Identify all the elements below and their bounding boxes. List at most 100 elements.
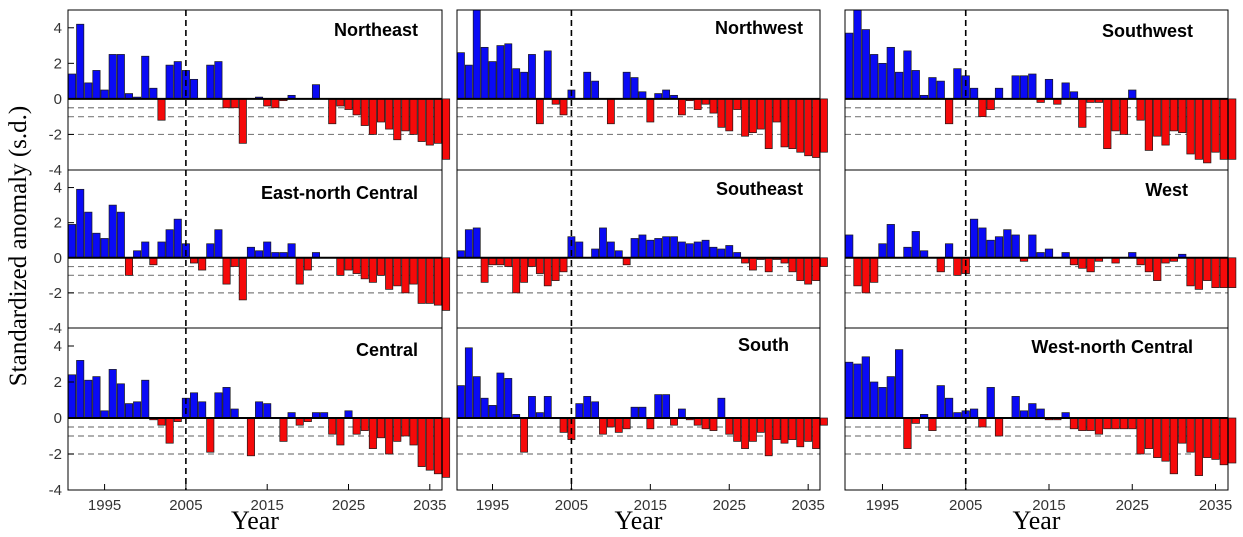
bar-1991: [457, 52, 465, 100]
bar-2002: [543, 257, 552, 287]
bar-2019: [1078, 417, 1087, 431]
bar-2013: [1028, 234, 1037, 259]
x-axis-group: 1995 2005 2015 2025 2035 Year 1995 2005 2015 2025…: [88, 484, 1232, 535]
x-tick-label: 2015: [1032, 497, 1065, 514]
bar-1992: [464, 64, 473, 100]
bar-2013: [630, 238, 639, 259]
panel-west: West: [844, 169, 1237, 329]
bar-1994: [480, 397, 489, 419]
bar-2008: [206, 417, 215, 453]
y-tick-label: 0: [54, 91, 62, 108]
bar-2006: [190, 392, 199, 419]
panel-title-west: West: [1145, 180, 1188, 200]
bar-2003: [165, 64, 174, 100]
panel-frame: [67, 327, 443, 491]
bar-2015: [1044, 78, 1054, 100]
bar-2033: [788, 417, 797, 440]
bar-2012: [622, 257, 631, 266]
bar-2030: [764, 417, 773, 457]
bar-1992: [464, 347, 473, 419]
bar-2007: [198, 401, 207, 419]
bar-2026: [352, 98, 361, 116]
bar-2023: [328, 417, 337, 435]
bar-2003: [944, 98, 954, 125]
bar-2029: [377, 257, 386, 276]
bar-2000: [528, 257, 536, 267]
bar-2012: [1019, 75, 1029, 100]
y-axis-label: Standardized anomaly (s.d.): [5, 106, 32, 386]
bar-2033: [1194, 257, 1203, 290]
bar-1992: [76, 188, 85, 259]
bar-1995: [488, 405, 497, 419]
bar-2036: [1219, 417, 1228, 466]
bar-1998: [903, 50, 912, 100]
bar-2037: [1228, 417, 1237, 464]
bar-2025: [725, 417, 734, 435]
x-tick-label: 2015: [251, 497, 284, 514]
bar-2021: [311, 84, 320, 100]
panel-title-east-north-central: East-north Central: [261, 183, 418, 203]
bar-2034: [1203, 417, 1212, 458]
bar-2036: [812, 257, 820, 281]
bar-2012: [622, 71, 631, 100]
bar-2010: [606, 241, 615, 259]
bar-2030: [385, 98, 394, 130]
y-tick-label: 4: [54, 20, 62, 37]
bar-2034: [796, 257, 805, 281]
x-tick-label: 2035: [413, 497, 446, 514]
bar-2032: [780, 417, 789, 444]
panel-south: South: [456, 327, 828, 491]
bar-1992: [853, 9, 862, 100]
bar-2026: [1136, 257, 1145, 266]
bar-1999: [520, 417, 528, 453]
bar-2012: [1019, 410, 1029, 419]
bar-2018: [1069, 417, 1079, 430]
bar-2009: [599, 227, 607, 259]
bar-2020: [685, 243, 694, 259]
bar-1992: [76, 360, 85, 419]
bar-2019: [295, 257, 304, 285]
bar-2035: [1211, 98, 1220, 153]
bar-2019: [295, 417, 304, 426]
bar-2019: [1078, 98, 1087, 128]
bar-1993: [84, 82, 93, 100]
bar-2034: [417, 98, 426, 142]
bar-1999: [911, 231, 920, 259]
bar-2004: [953, 257, 962, 276]
bar-2027: [360, 257, 369, 280]
bar-2006: [969, 87, 979, 100]
bar-1991: [68, 73, 77, 100]
bar-2024: [336, 257, 345, 276]
bar-2001: [928, 77, 937, 100]
x-tick-label: 1995: [866, 497, 899, 514]
bar-2026: [733, 98, 742, 110]
bar-2037: [820, 98, 828, 153]
bar-2025: [1128, 417, 1137, 430]
bar-2023: [709, 417, 718, 431]
bar-2018: [287, 243, 296, 259]
bar-2007: [583, 71, 592, 100]
bar-1992: [464, 229, 473, 259]
bar-2007: [198, 257, 207, 271]
bar-1991: [457, 250, 465, 259]
bar-2030: [385, 417, 394, 455]
x-tick-label: 2025: [713, 497, 746, 514]
bar-2024: [1119, 417, 1129, 430]
bar-2022: [1103, 417, 1112, 430]
bar-2033: [788, 98, 797, 150]
bar-2014: [638, 406, 647, 419]
bar-2013: [630, 406, 639, 419]
bar-2009: [994, 236, 1004, 259]
bar-2013: [1028, 403, 1037, 419]
bar-2027: [1144, 98, 1153, 151]
y-tick-label: 0: [54, 410, 62, 427]
bar-1997: [504, 378, 513, 419]
bar-2007: [978, 98, 987, 118]
bar-2015: [263, 98, 272, 107]
bar-2035: [425, 257, 434, 304]
bar-2000: [528, 54, 536, 100]
bar-2002: [157, 98, 166, 121]
bar-2028: [749, 417, 757, 442]
bar-2001: [149, 257, 158, 266]
bar-2018: [670, 236, 678, 259]
